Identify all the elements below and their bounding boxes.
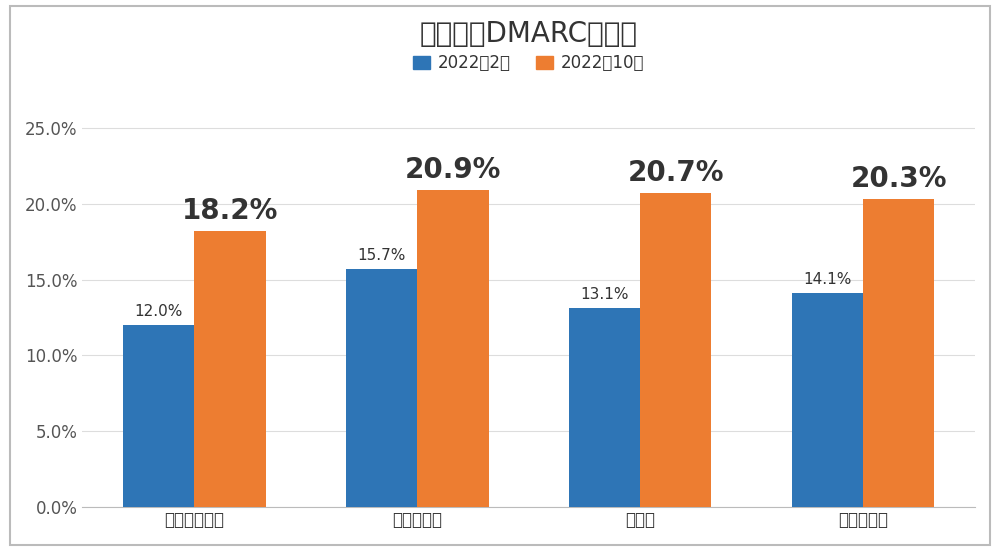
Text: 20.9%: 20.9% [405, 156, 501, 184]
Legend: 2022年2月, 2022年10月: 2022年2月, 2022年10月 [408, 49, 649, 77]
Text: 20.3%: 20.3% [851, 166, 947, 194]
Text: 12.0%: 12.0% [134, 304, 183, 319]
Bar [792, 293, 863, 507]
Bar [640, 194, 711, 507]
Bar [863, 200, 934, 507]
Text: 20.7%: 20.7% [628, 160, 724, 188]
Bar [346, 269, 417, 507]
Bar [123, 325, 194, 507]
Text: 15.7%: 15.7% [357, 248, 406, 263]
Title: 製造業のDMARC導入率: 製造業のDMARC導入率 [420, 20, 638, 48]
Bar [417, 190, 489, 507]
Text: 18.2%: 18.2% [182, 197, 278, 225]
Bar [569, 309, 640, 507]
Text: 13.1%: 13.1% [580, 287, 629, 303]
Bar [194, 231, 266, 507]
Text: 14.1%: 14.1% [803, 272, 852, 287]
